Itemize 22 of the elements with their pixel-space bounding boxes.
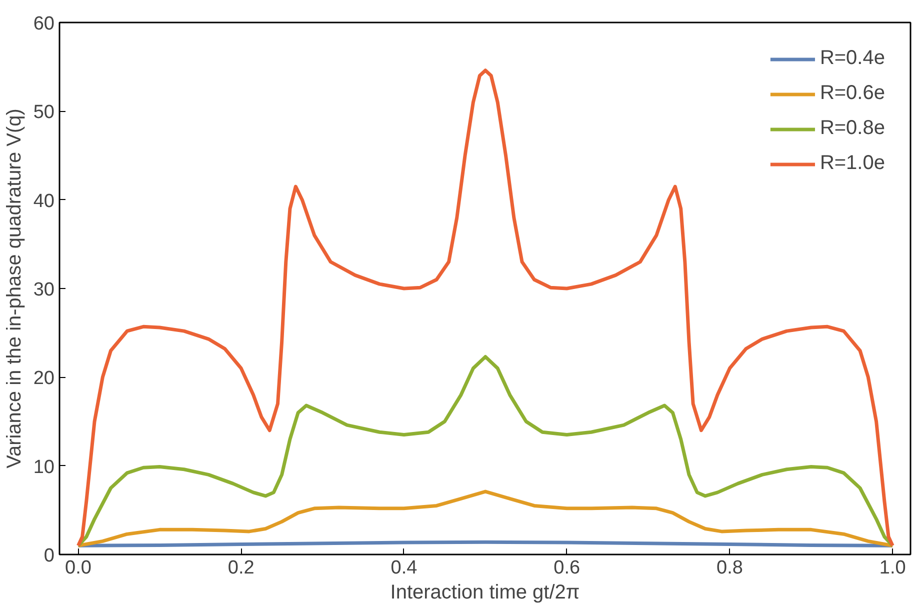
y-axis-title: Variance in the in-phase quadrature V(q)	[3, 108, 26, 468]
legend-label: R=1.0e	[820, 152, 885, 175]
line-series	[76, 68, 894, 548]
line-series	[76, 355, 894, 548]
y-tick-label: 50	[33, 102, 55, 124]
y-tick-label: 20	[33, 368, 55, 390]
x-axis-title: Interaction time gt/2π	[390, 582, 580, 604]
x-tick-label: 0.0	[65, 558, 92, 578]
x-tick-label: 0.2	[228, 558, 254, 578]
y-tick-label: 60	[33, 14, 55, 34]
y-tick-label: 40	[33, 190, 55, 212]
line-series	[76, 490, 894, 548]
legend-label: R=0.4e	[820, 47, 885, 70]
y-tick-label: 10	[33, 456, 55, 478]
x-tick-label: 0.4	[390, 558, 418, 578]
x-tick-label: 0.8	[716, 558, 743, 578]
x-tick-label: 1.0	[879, 558, 906, 578]
legend-label: R=0.6e	[820, 82, 885, 105]
y-tick-label: 0	[44, 546, 55, 566]
y-tick-label: 30	[33, 280, 55, 300]
x-tick-label: 0.6	[554, 558, 580, 578]
legend-label: R=0.8e	[820, 117, 885, 140]
